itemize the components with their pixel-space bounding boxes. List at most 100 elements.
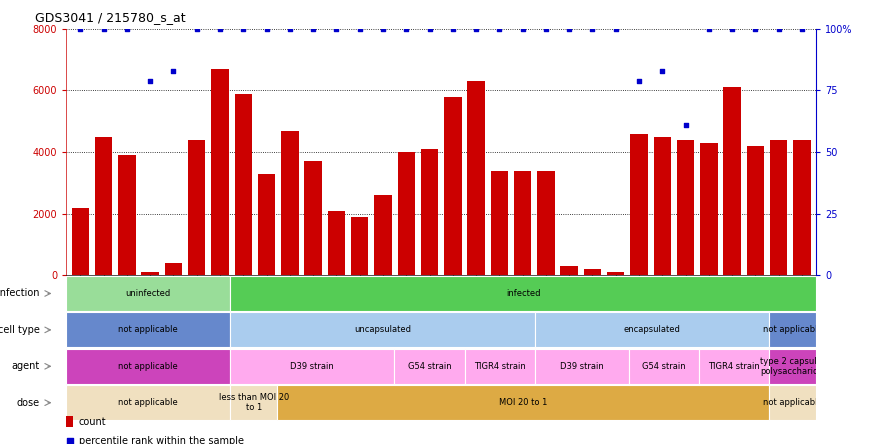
Text: encapsulated: encapsulated [624, 325, 681, 334]
Point [795, 25, 809, 32]
Point [422, 25, 436, 32]
Text: agent: agent [12, 361, 40, 371]
Text: not applicable: not applicable [763, 325, 822, 334]
Bar [584, 269, 601, 275]
Text: dose: dose [17, 398, 40, 408]
Bar [723, 87, 741, 275]
Bar [165, 263, 182, 275]
Text: G54 strain: G54 strain [408, 362, 451, 371]
Point [376, 25, 390, 32]
Bar [327, 210, 345, 275]
Point [725, 25, 739, 32]
Bar [630, 134, 648, 275]
Bar [142, 272, 159, 275]
Bar [770, 140, 788, 275]
Text: D39 strain: D39 strain [290, 362, 335, 371]
Point [655, 67, 669, 74]
Point [189, 25, 204, 32]
Bar [514, 170, 531, 275]
Bar [230, 385, 277, 420]
Bar [66, 313, 230, 347]
Bar [66, 385, 230, 420]
Bar [747, 146, 764, 275]
Bar [769, 349, 816, 384]
Text: count: count [79, 416, 106, 427]
Text: uncapsulated: uncapsulated [354, 325, 412, 334]
Point [119, 25, 134, 32]
Bar [467, 81, 485, 275]
Bar [677, 140, 695, 275]
Bar [699, 349, 769, 384]
Bar [66, 349, 230, 384]
Point [446, 25, 460, 32]
Bar [304, 161, 322, 275]
Point [96, 25, 111, 32]
Text: type 2 capsular
polysaccharide: type 2 capsular polysaccharide [760, 357, 825, 376]
Bar [66, 416, 73, 427]
Text: TIGR4 strain: TIGR4 strain [473, 362, 526, 371]
Bar [258, 174, 275, 275]
Point [73, 25, 88, 32]
Text: TIGR4 strain: TIGR4 strain [708, 362, 760, 371]
Text: D39 strain: D39 strain [560, 362, 604, 371]
Bar [465, 349, 535, 384]
Bar [230, 313, 535, 347]
Point [63, 437, 77, 444]
Bar [654, 137, 671, 275]
Point [772, 25, 786, 32]
Bar [72, 207, 89, 275]
Bar [281, 131, 298, 275]
Point [283, 25, 297, 32]
Text: not applicable: not applicable [119, 325, 178, 334]
Bar [607, 272, 625, 275]
Bar [230, 349, 395, 384]
Text: not applicable: not applicable [119, 362, 178, 371]
Bar [119, 155, 135, 275]
Bar [769, 385, 816, 420]
Point [236, 25, 250, 32]
Point [632, 77, 646, 84]
Text: G54 strain: G54 strain [642, 362, 686, 371]
Bar [700, 143, 718, 275]
Bar [188, 140, 205, 275]
Bar [397, 152, 415, 275]
Point [143, 77, 158, 84]
Bar [235, 94, 252, 275]
Point [749, 25, 763, 32]
Bar [351, 217, 368, 275]
Bar [66, 276, 230, 311]
Point [702, 25, 716, 32]
Bar [490, 170, 508, 275]
Point [399, 25, 413, 32]
Point [306, 25, 320, 32]
Text: not applicable: not applicable [119, 398, 178, 407]
Bar [95, 137, 112, 275]
Text: infection: infection [0, 289, 40, 298]
Text: cell type: cell type [0, 325, 40, 335]
Text: infected: infected [506, 289, 541, 298]
Point [492, 25, 506, 32]
Point [469, 25, 483, 32]
Point [585, 25, 599, 32]
Bar [535, 349, 628, 384]
Point [516, 25, 530, 32]
Bar [537, 170, 555, 275]
Bar [793, 140, 811, 275]
Bar [374, 195, 392, 275]
Bar [769, 313, 816, 347]
Bar [395, 349, 465, 384]
Bar [277, 385, 769, 420]
Point [213, 25, 227, 32]
Bar [535, 313, 769, 347]
Text: not applicable: not applicable [763, 398, 822, 407]
Point [562, 25, 576, 32]
Point [259, 25, 273, 32]
Text: percentile rank within the sample: percentile rank within the sample [79, 436, 243, 444]
Text: uninfected: uninfected [126, 289, 171, 298]
Point [609, 25, 623, 32]
Point [539, 25, 553, 32]
Bar [230, 276, 816, 311]
Point [329, 25, 343, 32]
Text: GDS3041 / 215780_s_at: GDS3041 / 215780_s_at [35, 11, 186, 24]
Point [352, 25, 366, 32]
